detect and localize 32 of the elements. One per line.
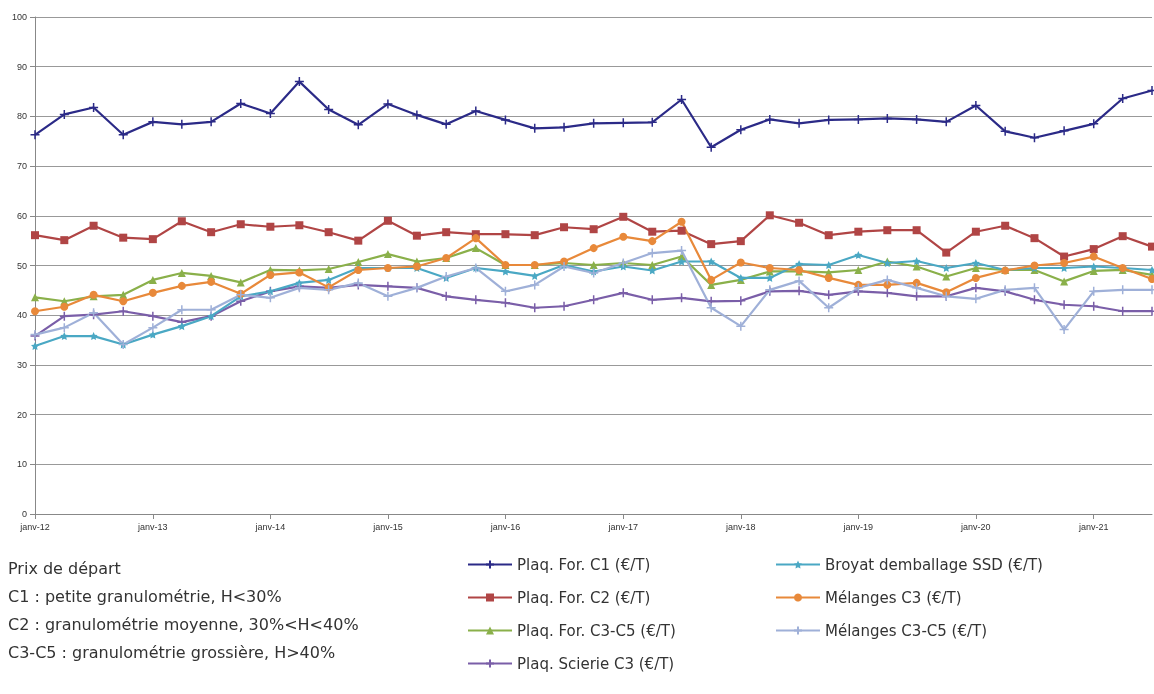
legend-label: Plaq. For. C2 (€/T) bbox=[517, 588, 651, 607]
legend-label: Mélanges C3-C5 (€/T) bbox=[825, 621, 988, 640]
x-tick-label: janv-19 bbox=[842, 521, 874, 532]
x-tick-label: janv-16 bbox=[489, 521, 521, 532]
x-tick-label: janv-21 bbox=[1077, 521, 1109, 532]
y-tick-label: 30 bbox=[16, 359, 27, 370]
x-tick-label: janv-18 bbox=[725, 521, 756, 532]
y-tick-label: 20 bbox=[16, 409, 27, 420]
y-tick-label: 70 bbox=[16, 161, 27, 172]
legend-label: Plaq. For. C3-C5 (€/T) bbox=[517, 621, 676, 640]
x-tick-label: janv-15 bbox=[372, 521, 403, 532]
y-tick-label: 80 bbox=[16, 111, 27, 122]
text: Prix de départ bbox=[8, 558, 121, 578]
y-tick-label: 60 bbox=[16, 210, 27, 221]
y-tick-label: 40 bbox=[16, 310, 27, 321]
x-tick-label: janv-13 bbox=[137, 521, 168, 532]
x-tick-label: janv-14 bbox=[254, 521, 286, 532]
text: C2 : granulométrie moyenne, 30%<H<40% bbox=[8, 614, 359, 634]
y-tick-label: 100 bbox=[11, 12, 27, 22]
y-tick-label: 10 bbox=[16, 459, 27, 470]
y-tick-label: 50 bbox=[16, 260, 27, 271]
text: C3-C5 : granulométrie grossière, H>40% bbox=[8, 642, 336, 662]
legend-label: Plaq. For. C1 (€/T) bbox=[517, 555, 651, 574]
x-tick-label: janv-17 bbox=[607, 521, 639, 532]
legend-label: Broyat demballage SSD (€/T) bbox=[825, 555, 1043, 574]
y-tick-label: 90 bbox=[16, 61, 27, 72]
legend-label: Mélanges C3 (€/T) bbox=[825, 588, 962, 607]
legend-label: Plaq. Scierie C3 (€/T) bbox=[517, 654, 675, 673]
x-tick-label: janv-12 bbox=[19, 521, 50, 532]
x-tick-label: janv-20 bbox=[960, 521, 991, 532]
y-tick-label: 0 bbox=[21, 509, 27, 519]
text: C1 : petite granulométrie, H<30% bbox=[8, 586, 282, 606]
